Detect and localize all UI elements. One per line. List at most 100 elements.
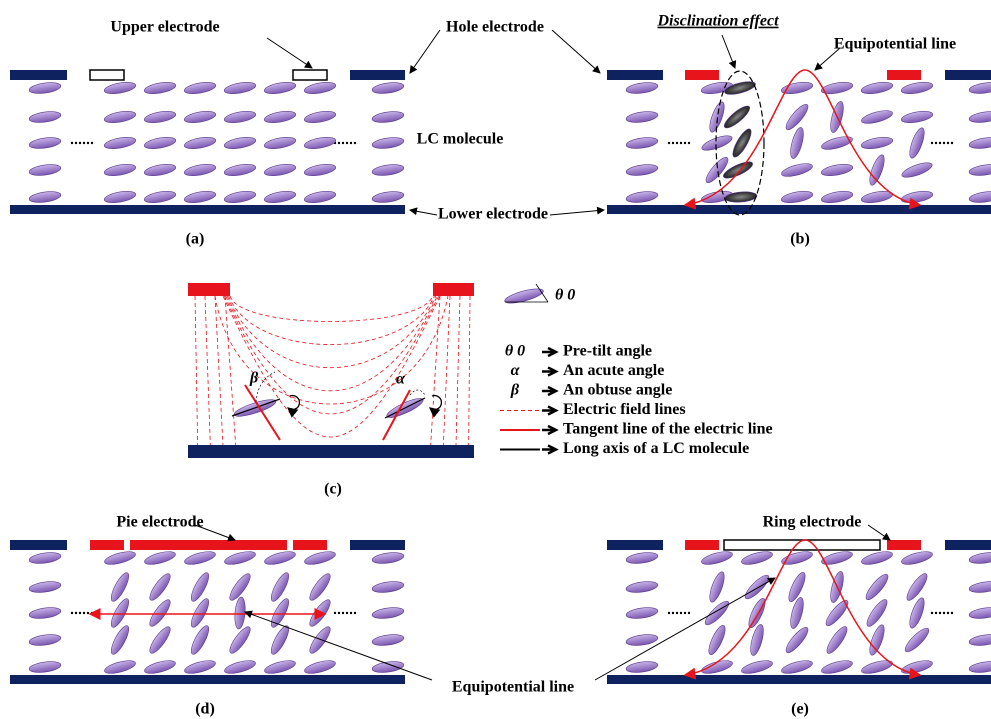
- lc-molecule: [625, 633, 658, 647]
- lc-molecule: [968, 580, 991, 594]
- label: LC molecule: [417, 131, 504, 148]
- lc-molecule: [860, 135, 893, 150]
- lc-molecule: [263, 162, 296, 177]
- lc-molecule: [307, 624, 334, 656]
- lc-molecule: [968, 81, 991, 95]
- lc-molecule: [706, 623, 729, 656]
- dot: [935, 612, 937, 614]
- lc-molecule: [28, 163, 61, 177]
- panel-label: (e): [791, 701, 809, 718]
- lc-molecule: [183, 109, 216, 124]
- dot: [680, 612, 682, 614]
- lc-molecule: [188, 597, 212, 630]
- lc-molecule: [28, 81, 61, 95]
- lc-molecule: [28, 136, 61, 150]
- label: Lower electrode: [438, 206, 548, 223]
- dot: [947, 142, 949, 144]
- lc-molecule: [188, 624, 212, 657]
- lc-molecule: [147, 597, 174, 629]
- lc-molecule: [263, 109, 296, 124]
- arrow: [868, 525, 890, 540]
- lc-molecule: [968, 551, 991, 565]
- lc-molecule: [143, 109, 176, 124]
- lc-molecule: [371, 163, 404, 177]
- electrode: [10, 70, 67, 80]
- legend-arrow: [542, 426, 556, 434]
- label: Pie electrode: [116, 514, 203, 531]
- electrode: [10, 675, 405, 684]
- lc-molecule: [371, 606, 404, 620]
- panel-label: (b): [790, 231, 810, 248]
- dot: [91, 142, 93, 144]
- panel-label: (c): [324, 481, 342, 498]
- lc-molecule: [263, 135, 296, 150]
- lc-molecule: [625, 163, 658, 177]
- lc-molecule: [700, 658, 733, 676]
- label: Upper electrode: [110, 19, 219, 36]
- field-line: [205, 296, 210, 445]
- lc-molecule: [103, 162, 136, 177]
- lc-molecule: [968, 633, 991, 647]
- field-line: [195, 296, 198, 445]
- electrode: [350, 70, 405, 80]
- lc-molecule: [28, 580, 61, 594]
- lc-molecule: [223, 109, 256, 124]
- lc-molecule: [103, 549, 136, 567]
- lc-molecule: [28, 551, 61, 565]
- lc-molecule: [103, 135, 136, 150]
- lc-molecule: [371, 580, 404, 594]
- dot: [688, 142, 690, 144]
- lc-molecule: [371, 110, 404, 124]
- dot: [676, 612, 678, 614]
- legend-symbol: α: [511, 362, 521, 379]
- dot: [342, 612, 344, 614]
- electrode: [188, 283, 230, 296]
- dot: [688, 612, 690, 614]
- dot: [676, 142, 678, 144]
- dot: [354, 142, 356, 144]
- lc-molecule: [371, 190, 404, 204]
- lc-molecule: [371, 660, 404, 674]
- dot: [350, 142, 352, 144]
- lc-molecule: [223, 135, 256, 150]
- dot: [71, 142, 73, 144]
- angle-arc: [410, 390, 425, 395]
- lc-molecule: [820, 189, 853, 204]
- arrow: [410, 30, 440, 73]
- lc-molecule: [625, 81, 658, 95]
- lc-molecule: [780, 549, 813, 567]
- dot: [338, 142, 340, 144]
- electrode: [607, 70, 663, 80]
- lc-molecule: [625, 580, 658, 594]
- electrode: [188, 445, 474, 458]
- dot: [684, 142, 686, 144]
- electrode: [887, 540, 921, 550]
- legend-text: Tangent line of the electric line: [563, 421, 773, 438]
- lc-molecule: [103, 80, 136, 95]
- angle-label: β: [249, 370, 259, 387]
- electrode: [607, 675, 991, 684]
- label: Disclination effect: [656, 13, 779, 30]
- dot: [87, 612, 89, 614]
- lc-molecule: [820, 134, 853, 152]
- lc-molecule: [143, 189, 176, 204]
- dot: [951, 142, 953, 144]
- lc-molecule: [907, 596, 927, 629]
- lc-molecule: [824, 624, 851, 656]
- lc-molecule: [147, 624, 174, 656]
- lc-molecule: [188, 571, 212, 604]
- dot: [943, 142, 945, 144]
- lc-molecule: [740, 549, 773, 567]
- electrode: [90, 540, 124, 550]
- lc-molecule: [968, 136, 991, 150]
- lc-molecule: [223, 80, 256, 95]
- dot: [943, 612, 945, 614]
- legend-text: Pre-tilt angle: [563, 343, 652, 360]
- lc-molecule: [968, 110, 991, 124]
- electrode: [350, 540, 405, 550]
- electrode: [685, 540, 719, 550]
- electrode: [685, 70, 719, 80]
- dot: [947, 612, 949, 614]
- lc-molecule: [303, 658, 336, 676]
- dot: [75, 142, 77, 144]
